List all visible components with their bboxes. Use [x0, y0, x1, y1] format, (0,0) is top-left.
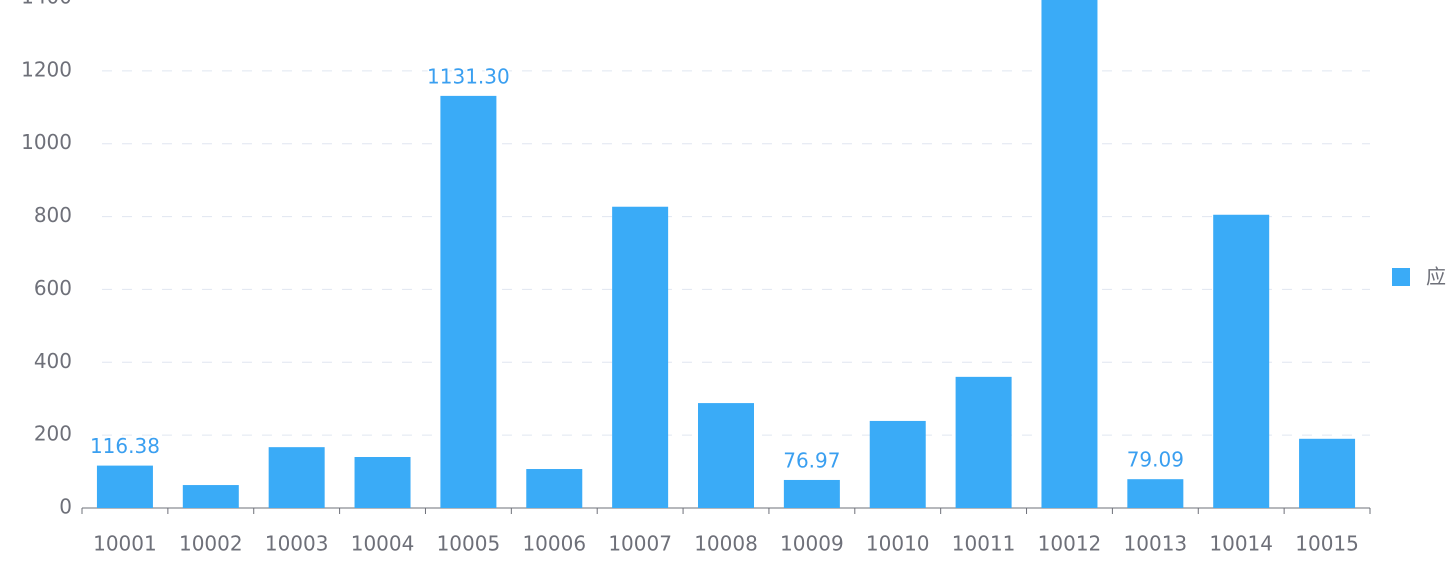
y-tick-label: 1200 — [21, 57, 72, 81]
x-tick-label: 10013 — [1124, 532, 1188, 556]
x-tick-label: 10010 — [866, 532, 930, 556]
x-tick-label: 10012 — [1038, 532, 1102, 556]
bar — [526, 469, 583, 508]
bar — [268, 447, 325, 508]
bar — [354, 457, 411, 508]
x-tick-label: 10014 — [1209, 532, 1273, 556]
bar — [783, 479, 840, 508]
bar — [1127, 479, 1184, 508]
x-tick-label: 10002 — [179, 532, 243, 556]
x-tick-label: 10008 — [694, 532, 758, 556]
x-tick-label: 10001 — [93, 532, 157, 556]
legend-swatch — [1392, 268, 1410, 286]
bar — [96, 465, 153, 508]
data-label: 76.97 — [783, 448, 840, 472]
x-tick-label: 10005 — [437, 532, 501, 556]
bar — [1213, 214, 1270, 508]
bar — [869, 420, 926, 508]
bar — [182, 485, 239, 508]
bar — [440, 95, 497, 508]
data-label: 116.38 — [90, 434, 160, 458]
bar — [1299, 438, 1356, 508]
x-tick-label: 10009 — [780, 532, 844, 556]
bar — [955, 376, 1012, 508]
x-tick-label: 10011 — [952, 532, 1016, 556]
y-tick-label: 600 — [34, 276, 72, 300]
bar — [612, 206, 669, 508]
y-tick-label: 1000 — [21, 130, 72, 154]
y-tick-label: 200 — [34, 422, 72, 446]
x-tick-label: 10015 — [1295, 532, 1359, 556]
bar — [698, 403, 754, 508]
data-label: 79.09 — [1127, 448, 1184, 472]
y-tick-label: 800 — [34, 203, 72, 227]
bar — [1041, 0, 1098, 509]
y-tick-label: 0 — [59, 495, 72, 519]
x-tick-label: 10003 — [265, 532, 329, 556]
y-tick-label: 1400 — [21, 0, 72, 9]
x-tick-label: 10004 — [351, 532, 415, 556]
legend-label: 应 — [1426, 265, 1446, 289]
x-tick-label: 10007 — [608, 532, 672, 556]
data-label: 1131.30 — [427, 64, 510, 88]
x-tick-label: 10006 — [522, 532, 586, 556]
y-tick-label: 400 — [34, 349, 72, 373]
